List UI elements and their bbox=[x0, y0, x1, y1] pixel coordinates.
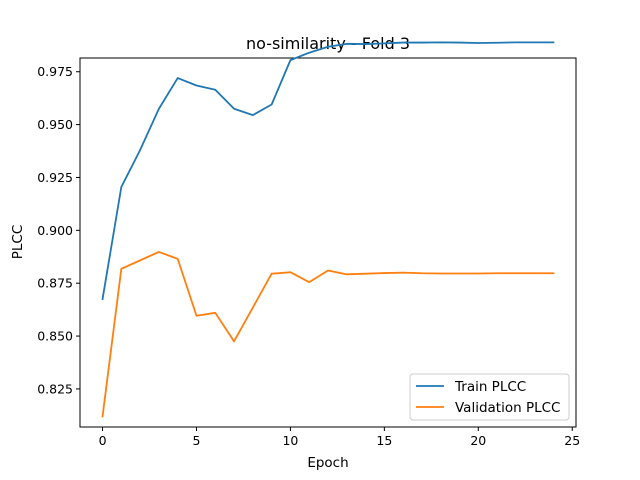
plot-area-frame bbox=[79, 57, 577, 428]
series-line-validation bbox=[101, 251, 555, 418]
legend-label-validation: Validation PLCC bbox=[455, 400, 560, 416]
legend-label-train: Train PLCC bbox=[454, 379, 526, 395]
x-tick-label: 10 bbox=[282, 433, 298, 448]
y-tick-label: 0.925 bbox=[37, 170, 73, 185]
series-layer bbox=[101, 41, 555, 418]
series-line-train bbox=[101, 41, 555, 301]
y-tick-label: 0.875 bbox=[37, 276, 73, 291]
y-tick-label: 0.825 bbox=[37, 381, 73, 396]
y-tick-label: 0.900 bbox=[37, 223, 73, 238]
x-tick-label: 20 bbox=[470, 433, 486, 448]
x-tick-label: 5 bbox=[193, 433, 201, 448]
y-axis-label: PLCC bbox=[10, 225, 26, 260]
chart-title: no-similarity - Fold 3 bbox=[246, 34, 410, 53]
y-tick-label: 0.850 bbox=[37, 329, 73, 344]
x-tick-label: 25 bbox=[564, 433, 580, 448]
legend: Train PLCC Validation PLCC bbox=[409, 373, 570, 421]
y-axis: 0.825 0.850 0.875 0.900 0.925 0.950 0.975 bbox=[37, 64, 80, 396]
x-tick-label: 15 bbox=[376, 433, 392, 448]
legend-box bbox=[409, 373, 570, 421]
x-tick-label: 0 bbox=[99, 433, 107, 448]
y-tick-label: 0.975 bbox=[37, 64, 73, 79]
x-axis-label: Epoch bbox=[307, 455, 348, 471]
y-tick-label: 0.950 bbox=[37, 117, 73, 132]
x-axis: 0 5 10 15 20 25 bbox=[99, 427, 580, 448]
